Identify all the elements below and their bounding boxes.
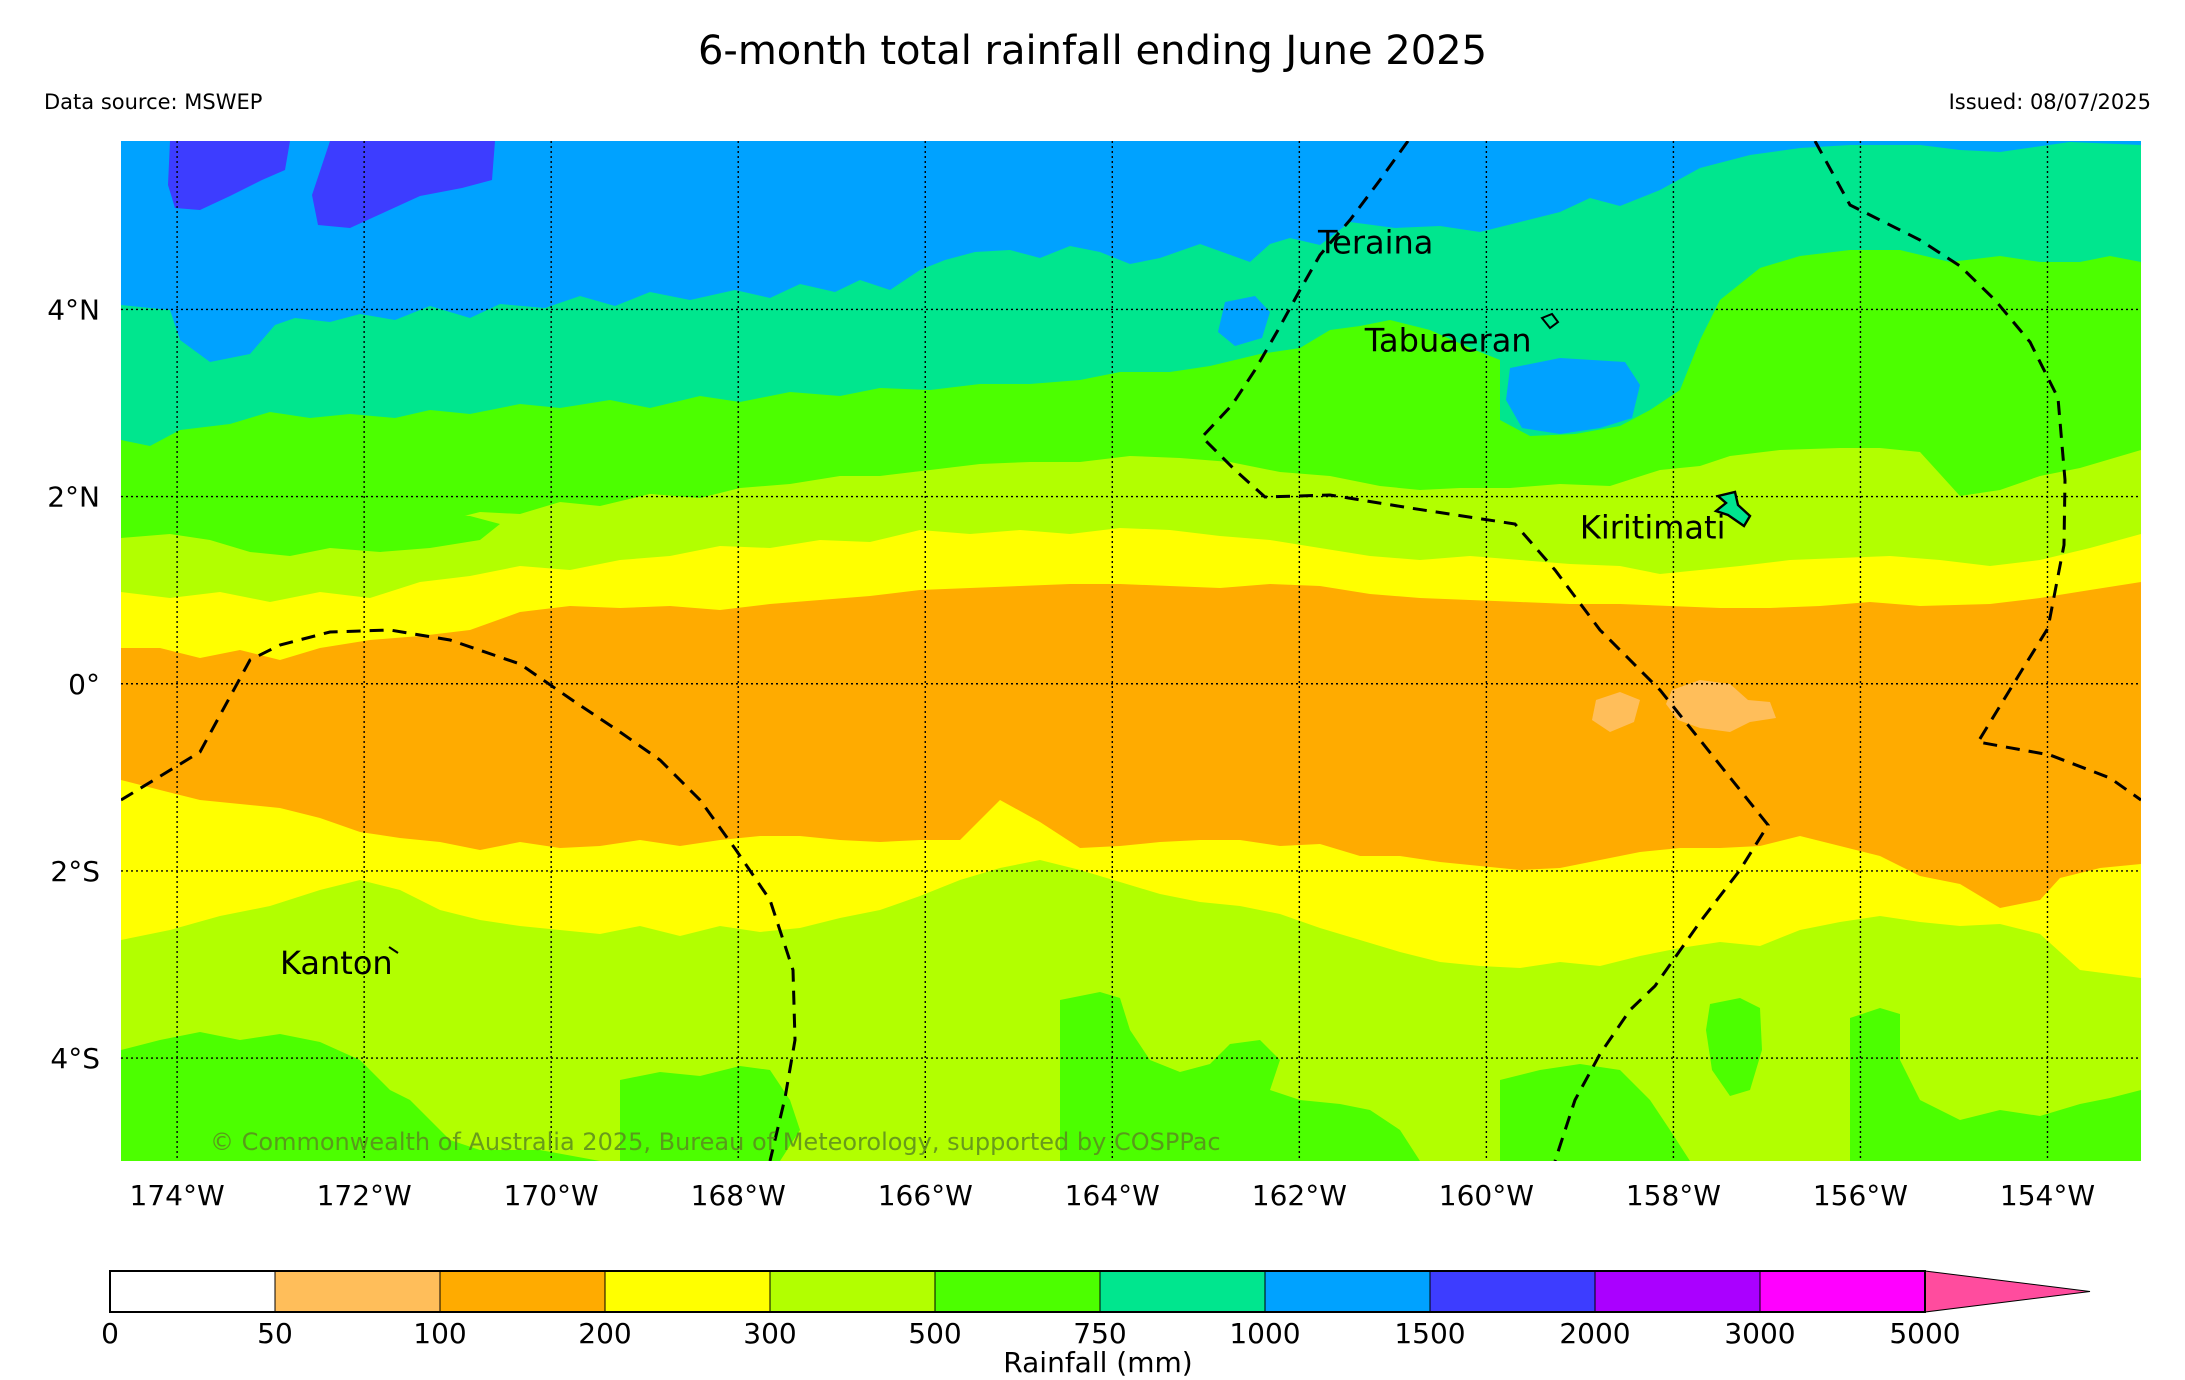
band-100-200 [121,582,2141,908]
place-label-kanton: Kanton [280,944,393,982]
colorbar-tick-label: 1000 [1229,1317,1300,1350]
lon-tick-label: 160°W [1439,1179,1534,1212]
band-500-750-patch [121,500,500,556]
latitude-tick-labels: 4°N 2°N 0° 2°S 4°S [47,293,100,1075]
colorbar-extend-arrow [1924,1270,2091,1313]
colorbar-segment [769,1270,936,1313]
colorbar-tick-label: 2000 [1559,1317,1630,1350]
lon-tick-label: 170°W [504,1179,599,1212]
colorbar-tick-label: 750 [1073,1317,1126,1350]
lat-tick-label: 4°N [47,293,100,326]
data-source-label: Data source: MSWEP [44,90,263,114]
band-500-750-south [1850,1008,2141,1161]
colorbar-tick-label: 5000 [1889,1317,1960,1350]
colorbar-segment [604,1270,771,1313]
band-50-100-patch [1592,692,1640,732]
colorbar-segment [934,1270,1101,1313]
rainfall-colorbar: 0 50 100 200 300 500 750 1000 1500 2000 3000 5000 [101,1270,2091,1350]
eez-boundary-east [1813,141,2141,802]
longitude-tick-labels: 174°W 172°W 170°W 168°W 166°W 164°W 162°W 160°W… [130,1179,2096,1212]
tabuaeran-outline [1540,312,1560,330]
colorbar-segment [1759,1270,1926,1313]
colorbar-segment [1099,1270,1266,1313]
lat-tick-label: 0° [68,668,100,701]
issued-date-label: Issued: 08/07/2025 [1948,90,2151,114]
lon-tick-label: 164°W [1065,1179,1160,1212]
colorbar-tick-label: 200 [578,1317,631,1350]
lon-tick-label: 168°W [691,1179,786,1212]
place-labels: Teraina Tabuaeran Kiritimati Kanton [280,223,1725,982]
colorbar-outline [109,1270,1926,1313]
colorbar-segment [1264,1270,1431,1313]
lon-tick-label: 172°W [317,1179,412,1212]
colorbar-tick-label: 300 [743,1317,796,1350]
band-1000-1500-patch [1506,358,1640,434]
colorbar-tick-label: 0 [101,1317,119,1350]
lat-tick-label: 2°N [47,481,100,514]
kiritimati-outline [1713,490,1752,528]
copyright-notice: © Commonwealth of Australia 2025, Bureau… [210,1128,1221,1156]
colorbar-tick-label: 500 [908,1317,961,1350]
lat-tick-label: 4°S [50,1042,100,1075]
lat-tick-label: 2°S [50,855,100,888]
eez-boundaries [121,141,2141,1161]
lon-tick-label: 158°W [1626,1179,1721,1212]
lon-tick-label: 166°W [878,1179,973,1212]
band-1500-2000-patch [312,141,495,228]
band-500-750-south [620,1066,800,1161]
band-1500-2000-patch [168,141,290,210]
band-500-750-south [1060,992,1420,1161]
eez-boundary-phoenix [121,628,797,1161]
map-title: 6-month total rainfall ending June 2025 [697,28,1488,74]
colorbar-tick-label: 3000 [1724,1317,1795,1350]
kanton-outline [388,946,399,954]
band-500-750-south [1706,998,1762,1096]
colorbar-segment [439,1270,606,1313]
place-label-tabuaeran: Tabuaeran [1364,322,1532,360]
graticule-grid [121,141,2141,1161]
band-500-750-south [121,1032,600,1161]
place-label-kiritimati: Kiritimati [1580,509,1726,547]
lon-tick-label: 174°W [130,1179,225,1212]
band-500-750-south [1500,1064,1690,1161]
lon-tick-label: 162°W [1252,1179,1347,1212]
colorbar-segment [1594,1270,1761,1313]
lon-tick-label: 156°W [1813,1179,1908,1212]
lon-tick-label: 154°W [2000,1179,2095,1212]
colorbar-tick-label: 100 [413,1317,466,1350]
colorbar-label: Rainfall (mm) [1003,1346,1192,1379]
band-1000-1500-patch [1218,296,1270,346]
rainfall-map-area: Teraina Tabuaeran Kiritimati Kanton © Commo… [121,141,2141,1161]
colorbar-segment [109,1270,276,1313]
colorbar-tick-label: 1500 [1394,1317,1465,1350]
place-label-teraina: Teraina [1317,223,1433,261]
colorbar-tick-label: 50 [257,1317,293,1350]
colorbar-segment [1429,1270,1596,1313]
colorbar-segment [274,1270,441,1313]
eez-boundary-line-islands [1199,141,1770,1161]
band-50-100-patch [1666,680,1776,732]
